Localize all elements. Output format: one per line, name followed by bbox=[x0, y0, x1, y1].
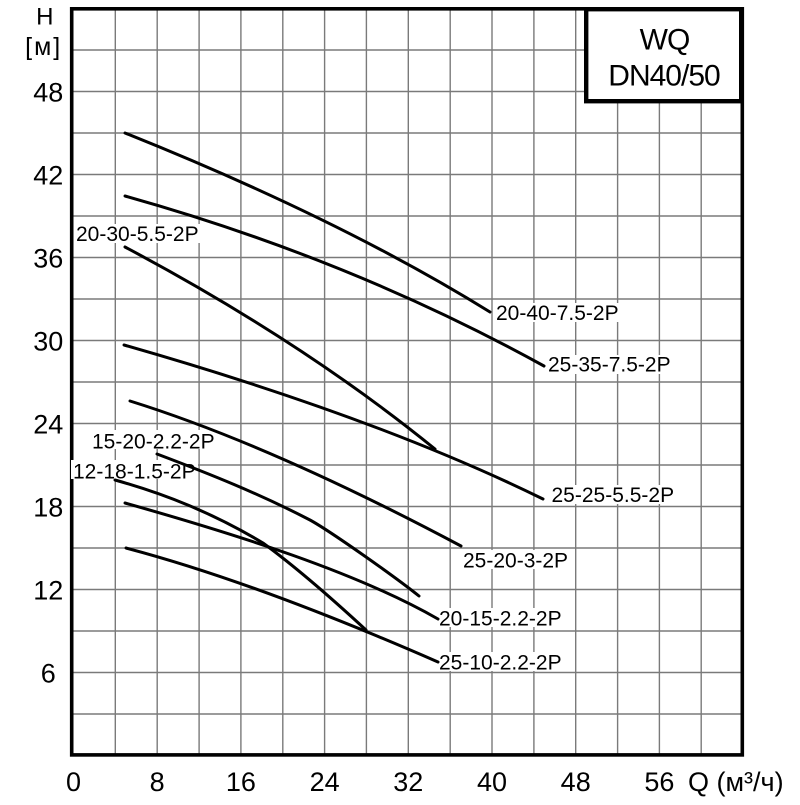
svg-text:DN40/50: DN40/50 bbox=[608, 60, 720, 93]
svg-text:42: 42 bbox=[33, 161, 63, 191]
svg-text:36: 36 bbox=[33, 244, 63, 274]
svg-text:[м]: [м] bbox=[25, 33, 62, 61]
svg-text:30: 30 bbox=[33, 327, 63, 357]
svg-text:24: 24 bbox=[33, 410, 63, 440]
svg-text:WQ: WQ bbox=[640, 24, 690, 57]
svg-text:6: 6 bbox=[41, 659, 56, 689]
svg-text:25-25-5.5-2P: 25-25-5.5-2P bbox=[552, 484, 675, 507]
svg-text:16: 16 bbox=[226, 767, 256, 797]
svg-text:18: 18 bbox=[33, 493, 63, 523]
svg-text:25-20-3-2P: 25-20-3-2P bbox=[463, 550, 568, 573]
svg-text:25-35-7.5-2P: 25-35-7.5-2P bbox=[548, 354, 671, 377]
svg-text:15-20-2.2-2P: 15-20-2.2-2P bbox=[92, 431, 215, 454]
svg-text:32: 32 bbox=[393, 767, 423, 797]
svg-text:12: 12 bbox=[33, 576, 63, 606]
svg-text:20-40-7.5-2P: 20-40-7.5-2P bbox=[496, 302, 619, 325]
svg-text:25-10-2.2-2P: 25-10-2.2-2P bbox=[439, 652, 562, 675]
svg-text:8: 8 bbox=[150, 767, 165, 797]
svg-text:56: 56 bbox=[644, 767, 674, 797]
svg-text:48: 48 bbox=[33, 78, 63, 108]
svg-text:H: H bbox=[36, 4, 53, 31]
svg-text:Q (м³/ч): Q (м³/ч) bbox=[688, 767, 784, 797]
svg-text:40: 40 bbox=[477, 767, 507, 797]
svg-text:12-18-1.5-2P: 12-18-1.5-2P bbox=[73, 461, 196, 484]
svg-text:20-30-5.5-2P: 20-30-5.5-2P bbox=[76, 223, 199, 246]
svg-text:20-15-2.2-2P: 20-15-2.2-2P bbox=[439, 608, 562, 631]
svg-text:24: 24 bbox=[310, 767, 340, 797]
svg-text:0: 0 bbox=[66, 767, 81, 797]
svg-text:48: 48 bbox=[561, 767, 591, 797]
